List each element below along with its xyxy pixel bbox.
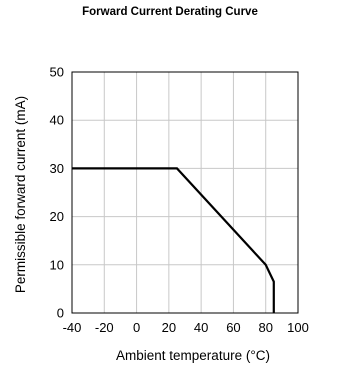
chart-title: Forward Current Derating Curve: [82, 6, 258, 18]
y-tick-label: 0: [57, 306, 64, 321]
x-tick-label: 80: [258, 320, 272, 335]
x-tick-label: -40: [63, 320, 82, 335]
x-tick-label: 20: [162, 320, 176, 335]
y-tick-labels: 0 10 20 30 40 50: [50, 65, 64, 321]
grid-lines: [72, 72, 298, 313]
x-tick-label: 0: [133, 320, 140, 335]
y-tick-label: 50: [50, 65, 64, 80]
x-tick-label: 100: [287, 320, 309, 335]
x-tick-label: 60: [226, 320, 240, 335]
y-tick-label: 10: [50, 257, 64, 272]
y-tick-label: 40: [50, 113, 64, 128]
y-tick-label: 20: [50, 209, 64, 224]
y-axis-title: Permissible forward current (mA): [13, 96, 28, 293]
x-axis-title: Ambient temperature (°C): [116, 348, 270, 363]
y-tick-label: 30: [50, 161, 64, 176]
x-tick-label: -20: [95, 320, 114, 335]
derating-curve: [72, 167, 275, 313]
x-tick-labels: -40 -20 0 20 40 60 80 100: [63, 320, 309, 335]
plot-frame: [71, 71, 299, 314]
x-tick-label: 40: [194, 320, 208, 335]
series-layer: [72, 167, 275, 313]
